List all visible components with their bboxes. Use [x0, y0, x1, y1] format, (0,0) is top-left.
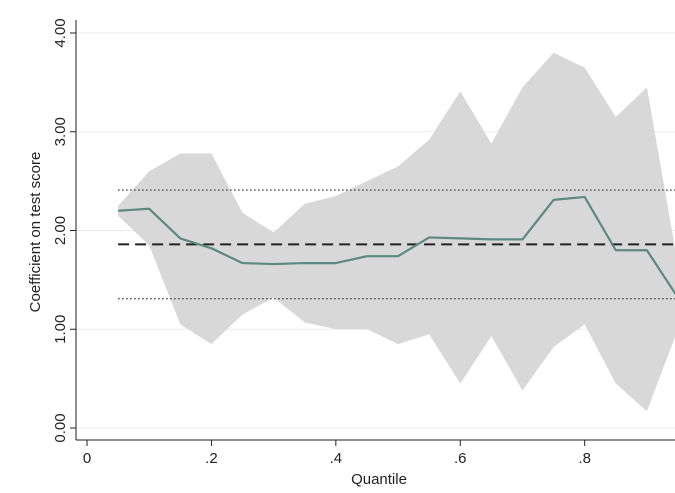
x-tick-label-2: .4	[330, 450, 343, 467]
x-axis-title: Quantile	[351, 471, 407, 488]
y-tick-label-0: 0.00	[52, 413, 69, 442]
confidence-band	[118, 52, 675, 412]
y-tick-label-2: 2.00	[52, 216, 69, 245]
axes: 0.00 1.00 2.00 3.00 4.00 0 .2 .4 .6 .8	[52, 18, 675, 467]
y-tick-label-3: 3.00	[52, 117, 69, 146]
series-line-layer	[118, 195, 675, 296]
y-tick-label-1: 1.00	[52, 315, 69, 344]
confidence-band-layer	[118, 52, 675, 412]
y-tick-label-4: 4.00	[52, 18, 69, 47]
y-axis-title: Coefficient on test score	[27, 152, 44, 313]
series-line-0	[118, 195, 675, 296]
x-tick-label-3: .6	[454, 450, 467, 467]
x-tick-label-1: .2	[205, 450, 218, 467]
reference-lines-layer	[118, 189, 675, 300]
x-tick-label-4: .8	[578, 450, 591, 467]
x-tick-label-0: 0	[83, 450, 91, 467]
